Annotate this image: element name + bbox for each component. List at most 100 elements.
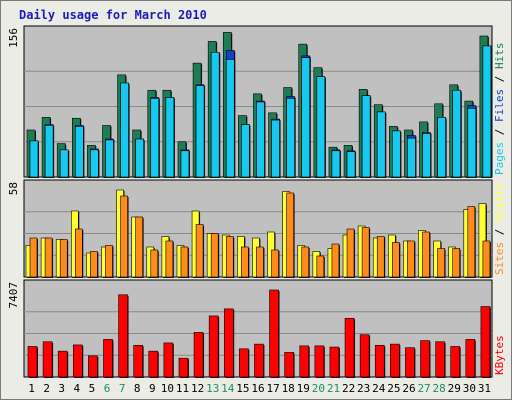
legend-entry: Visits bbox=[493, 182, 506, 222]
bar-sites-day-2 bbox=[44, 237, 54, 278]
legend-entry: KBytes bbox=[493, 335, 506, 375]
bar-sites-day-31 bbox=[482, 240, 491, 278]
bar-kbytes-day-28 bbox=[435, 341, 446, 378]
bar-pages-day-23 bbox=[361, 95, 372, 178]
bar-sites-day-23 bbox=[361, 227, 371, 278]
bar-pages-day-11 bbox=[180, 150, 190, 178]
bar-sites-day-6 bbox=[105, 245, 114, 278]
bar-pages-day-21 bbox=[331, 150, 341, 178]
bar-pages-day-1 bbox=[29, 140, 39, 178]
bar-kbytes-day-22 bbox=[344, 317, 356, 378]
panel-hits-files-pages-ymax-label: 156 bbox=[7, 28, 20, 48]
bar-sites-day-16 bbox=[256, 246, 265, 278]
bar-kbytes-day-18 bbox=[284, 352, 295, 378]
day-label-4: 4 bbox=[74, 382, 81, 395]
day-label-2: 2 bbox=[43, 382, 50, 395]
bar-sites-day-17 bbox=[271, 249, 280, 278]
bar-pages-day-6 bbox=[105, 139, 115, 178]
panel-visits-sites-ymax-label: 58 bbox=[7, 182, 20, 195]
bar-kbytes-day-8 bbox=[133, 344, 144, 378]
day-label-28: 28 bbox=[433, 382, 446, 395]
bar-kbytes-day-4 bbox=[72, 344, 84, 378]
bar-kbytes-day-25 bbox=[390, 343, 401, 378]
bar-kbytes-day-14 bbox=[223, 308, 235, 378]
bar-sites-day-27 bbox=[422, 231, 431, 278]
bar-sites-day-12 bbox=[195, 224, 205, 278]
bar-pages-day-19 bbox=[301, 57, 311, 178]
bar-pages-day-17 bbox=[271, 119, 281, 178]
bar-sites-day-5 bbox=[90, 251, 99, 278]
bar-sites-day-11 bbox=[180, 246, 189, 278]
bar-kbytes-day-11 bbox=[178, 357, 189, 378]
bar-kbytes-day-31 bbox=[480, 306, 491, 378]
bar-pages-day-28 bbox=[437, 117, 447, 178]
bar-pages-day-5 bbox=[90, 149, 100, 178]
bar-pages-day-26 bbox=[407, 137, 417, 178]
bar-kbytes-day-19 bbox=[299, 345, 310, 378]
bar-pages-day-30 bbox=[467, 108, 477, 178]
legend-entry: Files bbox=[493, 89, 506, 122]
day-label-6: 6 bbox=[104, 382, 111, 395]
bar-pages-day-3 bbox=[59, 149, 70, 178]
panel-kbytes-legend: KBytes bbox=[493, 335, 506, 375]
legend-entry: / bbox=[493, 69, 506, 89]
bar-pages-day-20 bbox=[316, 76, 326, 178]
legend-entry: / bbox=[493, 222, 506, 242]
day-label-16: 16 bbox=[251, 382, 264, 395]
day-label-20: 20 bbox=[312, 382, 325, 395]
bar-kbytes-day-23 bbox=[359, 334, 371, 378]
bar-pages-day-22 bbox=[346, 151, 357, 178]
bar-kbytes-day-20 bbox=[314, 345, 325, 378]
bar-kbytes-day-12 bbox=[193, 332, 205, 378]
bar-sites-day-8 bbox=[135, 216, 144, 278]
bar-kbytes-day-13 bbox=[208, 315, 220, 378]
bar-pages-day-27 bbox=[422, 133, 432, 178]
day-label-13: 13 bbox=[206, 382, 219, 395]
bar-kbytes-day-1 bbox=[27, 346, 38, 378]
bar-sites-day-14 bbox=[225, 236, 235, 278]
bar-sites-day-15 bbox=[241, 246, 250, 278]
bar-pages-day-31 bbox=[482, 45, 492, 178]
day-label-30: 30 bbox=[463, 382, 476, 395]
panel-kbytes-ymax-label: 7407 bbox=[7, 282, 20, 309]
day-label-31: 31 bbox=[478, 382, 491, 395]
bar-kbytes-day-17 bbox=[269, 289, 280, 378]
bar-pages-day-13 bbox=[210, 51, 221, 179]
bar-pages-day-25 bbox=[392, 130, 402, 178]
bar-sites-day-20 bbox=[316, 255, 325, 278]
bar-pages-day-29 bbox=[452, 89, 462, 178]
bar-sites-day-24 bbox=[376, 236, 386, 278]
bar-kbytes-day-16 bbox=[254, 343, 265, 378]
bar-kbytes-day-6 bbox=[103, 339, 114, 378]
day-label-26: 26 bbox=[402, 382, 415, 395]
bar-sites-day-3 bbox=[59, 239, 69, 278]
day-label-18: 18 bbox=[282, 382, 295, 395]
bar-pages-day-4 bbox=[74, 126, 85, 178]
panel-visits-sites-legend: Sites / Visits bbox=[493, 182, 506, 275]
day-label-10: 10 bbox=[161, 382, 174, 395]
bar-kbytes-day-7 bbox=[118, 294, 129, 378]
day-label-21: 21 bbox=[327, 382, 340, 395]
bar-sites-day-1 bbox=[29, 237, 38, 278]
bar-pages-day-16 bbox=[256, 101, 266, 178]
bar-kbytes-day-10 bbox=[163, 342, 174, 378]
bar-pages-day-18 bbox=[286, 98, 296, 178]
bar-kbytes-day-9 bbox=[148, 350, 159, 378]
bar-sites-day-18 bbox=[286, 192, 295, 278]
chart-title: Daily usage for March 2010 bbox=[19, 8, 207, 22]
day-label-24: 24 bbox=[372, 382, 386, 395]
bar-pages-day-15 bbox=[241, 124, 251, 178]
bar-kbytes-day-29 bbox=[450, 346, 461, 378]
bar-sites-day-13 bbox=[210, 233, 220, 278]
bar-kbytes-day-27 bbox=[420, 340, 431, 378]
day-label-9: 9 bbox=[149, 382, 156, 395]
bar-kbytes-day-15 bbox=[239, 348, 250, 378]
panel-hits-files-pages-legend: Pages / Files / Hits bbox=[493, 43, 506, 176]
bar-pages-day-2 bbox=[44, 125, 55, 178]
bar-kbytes-day-21 bbox=[329, 346, 340, 378]
bar-kbytes-day-26 bbox=[405, 347, 416, 378]
bar-sites-day-19 bbox=[301, 246, 310, 278]
day-label-27: 27 bbox=[417, 382, 430, 395]
bar-pages-day-8 bbox=[135, 138, 145, 178]
